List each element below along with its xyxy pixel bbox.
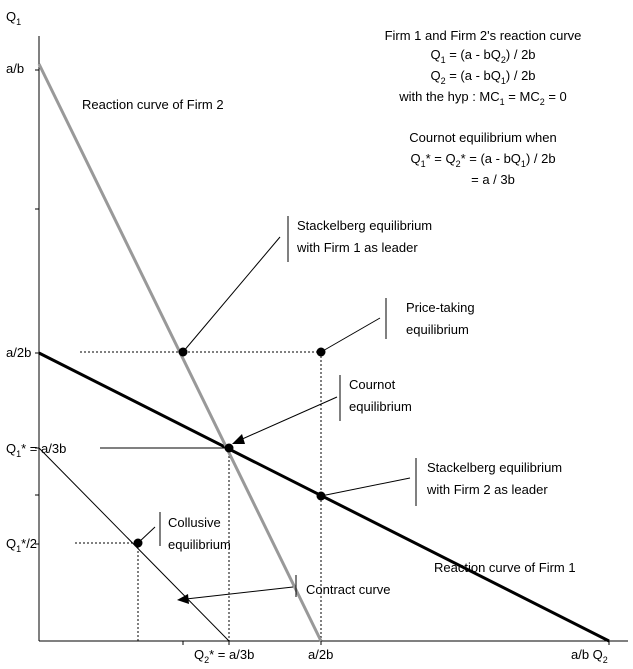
price-taking-label-line2: equilibrium (406, 322, 469, 337)
equation-hypothesis: with the hyp : MC1 = MC2 = 0 (398, 89, 567, 107)
y-tick-q1half: Q1*/2 (6, 536, 37, 554)
stackelberg1-label-line2: with Firm 1 as leader (296, 240, 418, 255)
x-tick-q2star: Q2* = a/3b (194, 647, 254, 664)
cournot-condition: Q1* = Q2* = (a - bQ1) / 2b (410, 151, 555, 169)
contract-curve-label: Contract curve (306, 582, 391, 597)
y-tick-a2b: a/2b (6, 345, 31, 360)
equation-q2: Q2 = (a - bQ1) / 2b (430, 68, 535, 86)
firm1-curve-label: Reaction curve of Firm 1 (434, 560, 576, 575)
cournot-arrow-head (232, 434, 245, 444)
contract-arrow-shaft (185, 586, 294, 600)
equations-block: Firm 1 and Firm 2's reaction curve Q1 = … (385, 28, 582, 169)
x-ticks (182, 641, 610, 645)
cournot-condition-heading: Cournot equilibrium when (409, 130, 556, 145)
y-ticks (35, 69, 39, 545)
y-axis-label: Q1 (6, 9, 21, 27)
equation-q1: Q1 = (a - bQ2) / 2b (430, 47, 535, 65)
collusive-label-line2: equilibrium (168, 537, 231, 552)
arrows (177, 396, 338, 604)
annotation-lines (137, 216, 417, 597)
collusive-label-line1: Collusive (168, 515, 221, 530)
contract-arrow-head (177, 594, 189, 604)
firm2-curve-label: Reaction curve of Firm 2 (82, 97, 224, 112)
cournot-point (224, 443, 234, 453)
stackelberg1-label-line1: Stackelberg equilibrium (297, 218, 432, 233)
x-tick-ab: a/b Q2 (571, 647, 608, 664)
stackelberg2-label-line2: with Firm 2 as leader (426, 482, 548, 497)
price-taking-label-line1: Price-taking (406, 300, 475, 315)
cournot-label-line2: equilibrium (349, 399, 412, 414)
y-tick-ab: a/b (6, 61, 24, 76)
y-tick-q1star: Q1* = a/3b (6, 441, 66, 459)
stackelberg2-label-line1: Stackelberg equilibrium (427, 460, 562, 475)
x-tick-a2b: a/2b (308, 647, 333, 662)
cournot-label-line1: Cournot (349, 377, 396, 392)
cournot-result: = a / 3b (471, 172, 515, 187)
equations-heading: Firm 1 and Firm 2's reaction curve (385, 28, 582, 43)
cournot-arrow-shaft (239, 396, 338, 441)
